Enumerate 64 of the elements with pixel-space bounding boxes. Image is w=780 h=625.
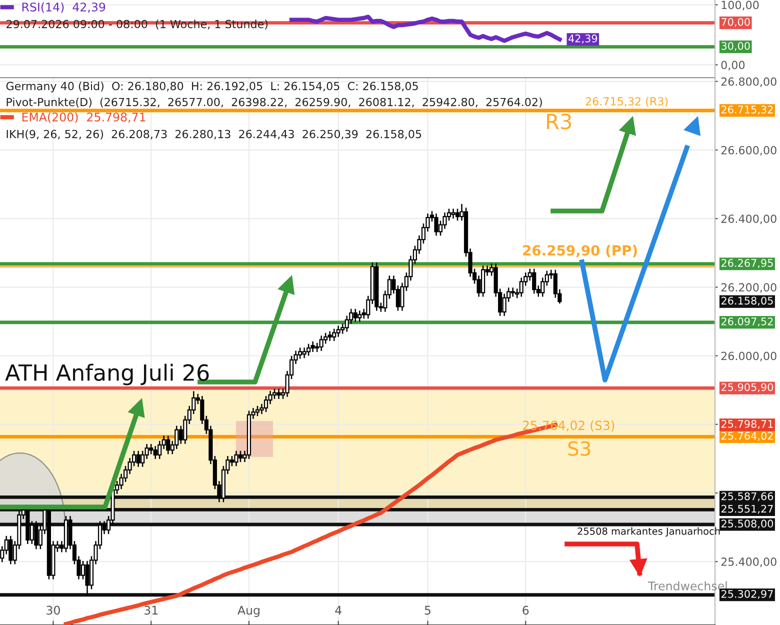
ref-line-label: 25.302,97 bbox=[721, 590, 773, 599]
candlestick bbox=[238, 450, 243, 462]
annotation: R3 bbox=[547, 114, 572, 130]
candlestick bbox=[276, 388, 281, 399]
y-tick-label: 26.400,00 bbox=[721, 214, 776, 224]
candlestick bbox=[332, 328, 336, 341]
candlestick bbox=[358, 310, 362, 322]
candlestick bbox=[8, 536, 13, 564]
annotation: Pivot-Punkte(D) (26715.32, 26577.00, 26398.22, 26259.90, 26081.12, 25942.80, 25764.02) bbox=[6, 98, 542, 108]
candlestick bbox=[510, 288, 515, 297]
y-tick-label: 26.800,00 bbox=[721, 77, 776, 87]
line-series bbox=[289, 14, 562, 43]
candlestick bbox=[85, 560, 90, 596]
candlestick bbox=[451, 208, 456, 219]
y-tick-label: 25.400,00 bbox=[721, 558, 776, 568]
y-tick-label: 26.200,00 bbox=[721, 283, 776, 293]
text: 26.158,05 bbox=[721, 296, 773, 306]
ref-line-label: 26.267,95 bbox=[721, 259, 773, 268]
y-tick-label: 26.000,00 bbox=[721, 352, 776, 362]
ref-line-label: 25.508,00 bbox=[721, 520, 774, 529]
annotation: 26.715,32 (R3) bbox=[586, 96, 668, 107]
x-tick-label: 4 bbox=[335, 606, 342, 615]
x-tick-label: 31 bbox=[144, 606, 158, 615]
ref-line-label: 26.715,32 bbox=[721, 106, 773, 115]
candlestick bbox=[234, 450, 238, 466]
legend-label: RSI(14) 42,39 bbox=[22, 2, 106, 13]
candlestick bbox=[302, 348, 306, 358]
candlestick bbox=[34, 521, 38, 550]
annotation: Germany 40 (Bid) O: 26.180,80 H: 26.192,05 L: 26.154,05 C: 26.158,05 bbox=[6, 82, 418, 92]
x-tick-label: 6 bbox=[522, 606, 529, 615]
legend-label: EMA(200) 25.798,71 bbox=[22, 112, 146, 123]
candlestick bbox=[532, 268, 536, 294]
x-tick-label: 5 bbox=[424, 606, 430, 615]
x-tick-label: 30 bbox=[46, 606, 60, 615]
y-tick-label: 0,00 bbox=[721, 60, 745, 70]
candlestick bbox=[455, 208, 460, 221]
candlestick bbox=[166, 436, 170, 454]
ref-line-label: 25.905,90 bbox=[721, 383, 774, 392]
annotation: 42,39 bbox=[568, 34, 598, 44]
candlestick bbox=[310, 341, 315, 352]
candlestick bbox=[328, 331, 332, 341]
candlestick bbox=[434, 214, 438, 236]
ref-line-label: 30,00 bbox=[722, 42, 750, 51]
ref-line-label: 70,00 bbox=[722, 18, 750, 27]
annotation: S3 bbox=[568, 441, 590, 456]
x-tick-label: Aug bbox=[238, 606, 260, 617]
candlestick bbox=[153, 446, 158, 459]
candlestick bbox=[336, 326, 340, 337]
ref-line-label: 25.587,66 bbox=[721, 492, 774, 502]
candlestick bbox=[540, 278, 545, 297]
y-tick-label: 26.600,00 bbox=[721, 146, 776, 156]
candlestick bbox=[353, 308, 358, 322]
annotation: IKH(9, 26, 52, 26) 26.208,73 26.280,13 26.244,43 26.250,39 26.158,05 bbox=[6, 130, 422, 140]
candlestick bbox=[136, 450, 140, 467]
candlestick bbox=[319, 336, 324, 351]
annotation: ATH Anfang Juli 26 bbox=[5, 364, 209, 386]
y-tick-label: 100,00 bbox=[722, 0, 759, 10]
text: 25.798,71 bbox=[721, 420, 773, 429]
annotation: 26.259,90 (PP) bbox=[523, 244, 637, 258]
ref-line-label: 25.551,27 bbox=[721, 504, 773, 514]
ref-line-label: 25.764,02 bbox=[721, 432, 773, 441]
annotation: 25508 markantes Januarhoch bbox=[578, 527, 720, 537]
candlestick bbox=[306, 344, 311, 356]
ref-line-label: 26.097,52 bbox=[721, 317, 773, 326]
